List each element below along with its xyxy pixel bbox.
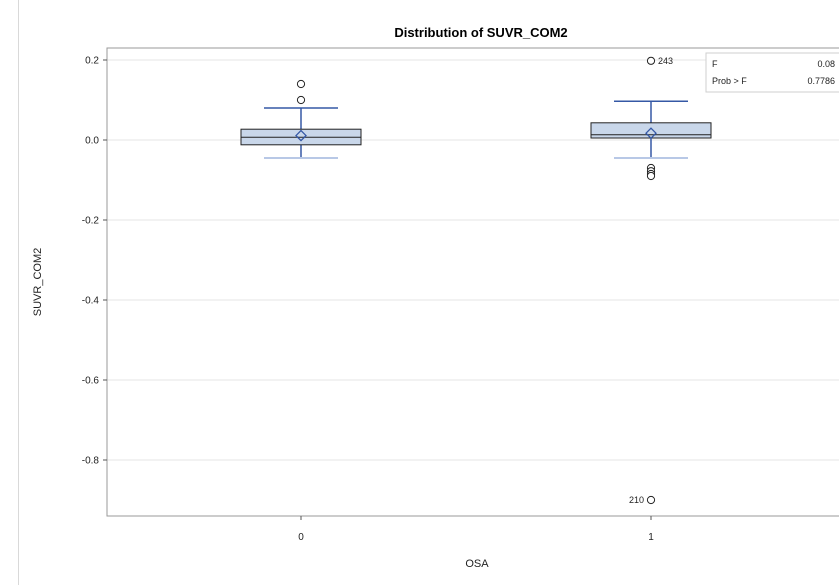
stats-f-value: 0.08 (817, 59, 835, 69)
outlier-label: 210 (629, 495, 644, 505)
y-tick-label: -0.6 (82, 376, 100, 387)
x-axis-label: OSA (465, 558, 489, 570)
mean-marker (645, 127, 657, 140)
chart-frame: Distribution of SUVR_COM2 0.2 0.0 -0.2 -0.4… (18, 0, 839, 585)
outlier-point (646, 171, 656, 181)
outlier-point (296, 79, 306, 89)
y-tick-label: 0.2 (85, 56, 99, 67)
y-tick-label: -0.8 (82, 456, 100, 467)
box-iqr (590, 122, 712, 139)
stats-prob-value: 0.7786 (807, 76, 835, 86)
outlier-label: 243 (658, 56, 673, 66)
stats-prob-label: Prob > F (712, 76, 747, 86)
chart-title: Distribution of SUVR_COM2 (394, 25, 567, 40)
box-plot-chart: Distribution of SUVR_COM2 0.2 0.0 -0.2 -0.4… (32, 25, 839, 570)
mean-marker (295, 129, 307, 142)
box-group-0 (240, 79, 362, 159)
stats-inset: F 0.08 Prob > F 0.7786 (705, 52, 839, 93)
y-tick-label: 0.0 (85, 136, 99, 147)
box-group-1: 243 210 (590, 56, 712, 505)
y-tick-label: -0.4 (82, 296, 100, 307)
y-tick-label: -0.2 (82, 216, 100, 227)
y-axis-label: SUVR_COM2 (32, 248, 44, 316)
stats-inset-border (705, 52, 839, 93)
outlier-point (296, 95, 306, 105)
y-axis-ticks: 0.2 0.0 -0.2 -0.4 -0.6 -0.8 (82, 56, 107, 467)
x-tick-label: 0 (298, 532, 304, 543)
grid-lines (107, 59, 839, 461)
outlier-point (646, 495, 656, 505)
x-tick-label: 1 (648, 532, 654, 543)
outlier-point (646, 56, 656, 65)
stats-f-label: F (712, 59, 718, 69)
plot-area (106, 47, 839, 517)
boxes: 243 210 (240, 56, 712, 505)
